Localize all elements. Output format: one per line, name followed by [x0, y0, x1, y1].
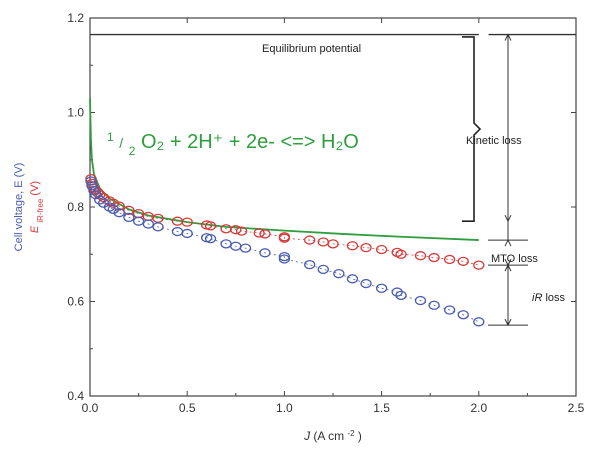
x-tick-label: 0.5 [179, 401, 196, 415]
y-tick-label: 0.4 [67, 389, 84, 403]
data-point [317, 264, 329, 275]
x-tick-label: 1.0 [276, 401, 293, 415]
reaction-equation: 1 / 2 O₂ + 2H⁺ + 2e- <=> H₂O [107, 130, 359, 158]
data-point [123, 212, 135, 223]
data-point [443, 254, 456, 265]
data-point [457, 310, 469, 320]
data-point [375, 244, 388, 255]
data-point [113, 208, 125, 218]
data-point [414, 251, 427, 261]
mto-loss-label: MTO loss [491, 253, 538, 265]
arrow-head [504, 238, 512, 247]
data-point [428, 252, 440, 263]
ir-loss-label: iR loss [532, 292, 566, 304]
kinetic-loss-bracket [462, 36, 482, 222]
data-point [103, 202, 116, 212]
annotations [90, 33, 576, 327]
data-point [142, 219, 154, 229]
data-point [88, 185, 100, 196]
data-point [90, 190, 102, 200]
equilibrium-potential-label: Equilibrium potential [262, 43, 361, 55]
y-tick-label: 1.2 [67, 11, 84, 25]
y-tick-label: 0.8 [67, 200, 84, 214]
plot-area-frame [89, 17, 577, 397]
data-point [278, 251, 291, 262]
data-point [86, 181, 98, 191]
axis-tick-labels: 0.0 0.5 1.0 1.5 2.0 2.5 0.4 0.6 0.8 1.0 1.2 [67, 11, 584, 415]
data-point [414, 295, 427, 306]
data-point [395, 249, 407, 259]
kinetic-loss-label: Kinetic loss [466, 135, 522, 147]
arrow-head [504, 263, 512, 272]
data-point [333, 268, 345, 279]
data-point [230, 225, 242, 235]
data-point [457, 256, 469, 266]
arrow-head [504, 214, 512, 223]
y-axis-label-line2: E iR-free (V) [29, 181, 45, 233]
data-point [473, 317, 485, 327]
arrow-head [504, 33, 512, 41]
data-point [278, 233, 291, 243]
x-tick-label: 2.0 [470, 401, 487, 415]
data-point [204, 234, 217, 244]
data-point [327, 239, 339, 249]
data-point [85, 176, 97, 186]
x-axis-label: J (A cm -2 ) [303, 429, 362, 444]
y-axis-label-line1: Cell voltage, E (V) [13, 163, 25, 252]
data-point [181, 217, 193, 227]
data-point [304, 259, 316, 270]
data-point [304, 235, 316, 245]
series-line [89, 98, 479, 241]
y-tick-label: 1.0 [67, 106, 84, 120]
data-point [360, 242, 372, 253]
y-axis-label: Cell voltage, E (V) E iR-free (V) [13, 163, 45, 252]
data-point [235, 226, 248, 236]
data-point [395, 290, 407, 301]
data-point [278, 254, 291, 264]
data-point [132, 216, 145, 226]
axis-ticks [89, 17, 577, 397]
data-point [92, 188, 104, 198]
data-point [152, 222, 164, 232]
data-point [107, 204, 119, 215]
data-point [473, 260, 485, 270]
data-point [204, 221, 217, 231]
x-tick-label: 1.5 [373, 401, 390, 415]
arrow-head [504, 318, 512, 327]
data-point [428, 300, 440, 310]
y-tick-label: 0.6 [67, 295, 84, 309]
data-series [85, 98, 485, 327]
data-point [443, 305, 456, 315]
data-point [346, 274, 359, 284]
data-point [259, 229, 271, 239]
data-point [253, 228, 265, 238]
x-tick-label: 2.5 [568, 401, 585, 415]
data-point [181, 228, 193, 239]
data-point [259, 248, 271, 258]
x-tick-label: 0.0 [82, 401, 99, 415]
data-point [239, 243, 252, 253]
data-point [346, 241, 359, 251]
data-point [360, 278, 372, 289]
data-point [375, 283, 388, 293]
